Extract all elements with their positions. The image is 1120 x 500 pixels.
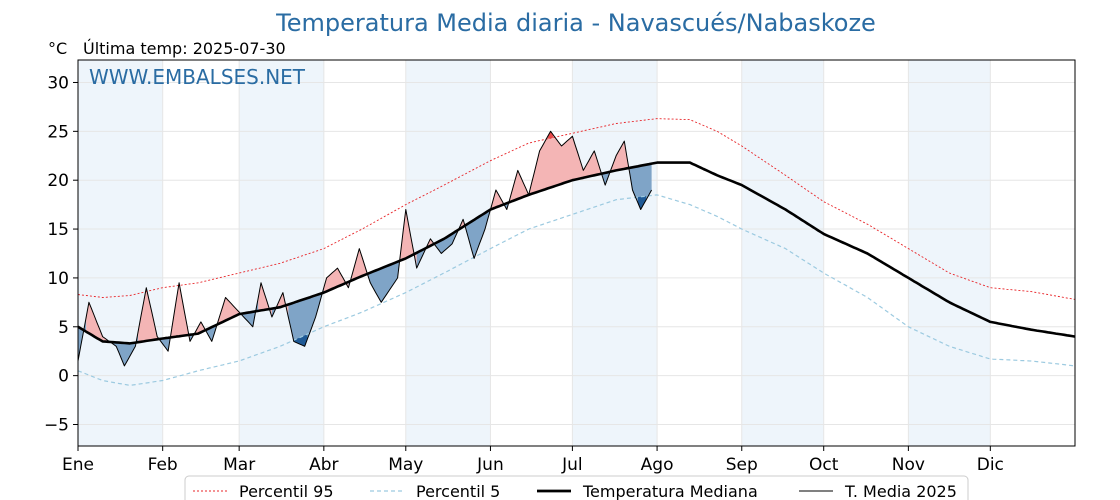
x-tick-label-6: Jul [561,455,583,475]
x-tick-label-7: Ago [641,455,674,475]
below-p5-fill-0 [293,334,308,347]
y-tick-label-4: 15 [47,220,69,240]
x-axis: Ene Feb Mar Abr May Jun Jul Ago Sep Oct Nov Dic [62,446,1004,475]
above-median-fill-15 [323,268,349,293]
x-tick-label-10: Nov [892,455,925,475]
above-median-fill-27 [509,131,603,203]
legend-label-p95: Percentil 95 [239,482,334,500]
above-median-fill-3 [138,287,160,343]
y-tick-label-2: 5 [58,318,69,338]
y-tick-label-7: 30 [47,73,69,93]
last-temp-label: Última temp: 2025-07-30 [83,39,286,58]
below-median-fill-8 [206,323,218,342]
month-band-sep [741,60,824,446]
x-tick-label-4: May [388,455,423,475]
month-band-jul [572,60,658,446]
y-tick-label-1: 0 [58,367,69,387]
below-median-fill-18 [367,255,401,303]
legend-label-p5: Percentil 5 [416,482,500,500]
watermark: WWW.EMBALSES.NET [89,65,306,89]
legend-label-median: Temperatura Mediana [582,482,758,500]
x-tick-label-3: Abr [309,455,338,475]
x-tick-label-5: Jun [476,455,504,475]
y-tick-label-6: 25 [47,122,69,142]
legend-label-current: T. Media 2025 [844,482,957,500]
y-tick-label-0: −5 [44,416,69,436]
below-median-fill-2 [110,331,139,366]
legend: Percentil 95 Percentil 5 Temperatura Med… [184,475,969,500]
x-tick-label-1: Feb [148,455,178,475]
x-tick-label-2: Mar [223,455,255,475]
below-p5-fill-2 [637,196,647,210]
x-tick-label-9: Oct [809,455,839,475]
above-median-fill-29 [610,141,630,174]
month-band-ene [78,60,163,446]
month-band-mar [239,60,324,446]
above-median-fill-17 [351,248,368,281]
above-median-fill-5 [170,282,190,342]
plot-frame [77,59,1076,447]
y-unit-label: °C [48,39,67,58]
chart-title: Temperatura Media diaria - Navascués/Nab… [275,9,876,37]
median-line [77,161,1076,345]
anomaly-fills [78,131,652,366]
x-tick-label-8: Sep [726,455,758,475]
x-tick-label-0: Ene [62,455,94,475]
month-bands [78,60,991,446]
month-band-nov [908,60,991,446]
y-axis: −5 0 5 10 15 20 25 30 [44,73,78,436]
p95-line [77,118,1076,300]
series-lines [77,118,1076,386]
current-year-line [77,130,653,367]
x-tick-label-11: Dic [977,455,1004,475]
y-tick-label-5: 20 [47,171,69,191]
y-tick-label-3: 10 [47,269,69,289]
p5-line [77,194,1076,386]
legend-box [184,475,969,500]
above-median-fill-1 [86,302,111,343]
